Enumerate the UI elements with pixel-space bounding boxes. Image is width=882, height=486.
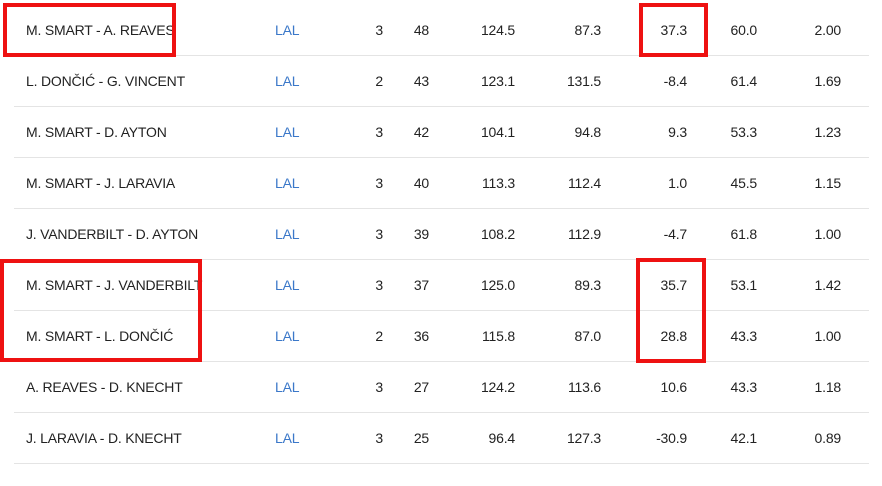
defensive-rating: 87.0: [574, 328, 602, 344]
pace: 53.3: [730, 124, 758, 140]
minutes: 27: [413, 379, 429, 395]
team-link[interactable]: LAL: [275, 124, 300, 140]
games-played: 3: [375, 277, 383, 293]
offensive-rating: 125.0: [480, 277, 515, 293]
games-played: 3: [375, 124, 383, 140]
offensive-rating: 104.1: [480, 124, 515, 140]
lineup-name: J. VANDERBILT - D. AYTON: [26, 226, 199, 242]
lineup-name: M. SMART - J. VANDERBILT: [26, 277, 203, 293]
games-played: 3: [375, 226, 383, 242]
net-rating: 1.0: [668, 175, 687, 191]
lineup-stats-table: M. SMART - A. REAVES LAL 3 48 124.5 87.3…: [14, 5, 869, 464]
ast-to-ratio: 1.15: [814, 175, 842, 191]
minutes: 42: [413, 124, 429, 140]
ast-to-ratio: 0.89: [814, 430, 842, 446]
defensive-rating: 94.8: [574, 124, 602, 140]
ast-to-ratio: 1.00: [814, 328, 842, 344]
team-link[interactable]: LAL: [275, 328, 300, 344]
minutes: 25: [413, 430, 429, 446]
offensive-rating: 123.1: [480, 73, 515, 89]
ast-to-ratio: 1.18: [814, 379, 842, 395]
defensive-rating: 131.5: [566, 73, 601, 89]
defensive-rating: 127.3: [566, 430, 601, 446]
table-row: M. SMART - L. DONČIĆ LAL 2 36 115.8 87.0…: [14, 311, 869, 362]
lineup-name: M. SMART - J. LARAVIA: [26, 175, 176, 191]
team-link[interactable]: LAL: [275, 73, 300, 89]
pace: 60.0: [730, 22, 758, 38]
lineup-name: L. DONČIĆ - G. VINCENT: [26, 73, 185, 89]
pace: 61.8: [730, 226, 758, 242]
pace: 42.1: [730, 430, 758, 446]
team-link[interactable]: LAL: [275, 277, 300, 293]
net-rating: 35.7: [660, 277, 688, 293]
games-played: 3: [375, 175, 383, 191]
minutes: 39: [413, 226, 429, 242]
table-row: L. DONČIĆ - G. VINCENT LAL 2 43 123.1 13…: [14, 56, 869, 107]
defensive-rating: 112.9: [568, 226, 601, 242]
ast-to-ratio: 1.69: [814, 73, 842, 89]
offensive-rating: 124.5: [480, 22, 515, 38]
ast-to-ratio: 2.00: [814, 22, 842, 38]
lineup-name: M. SMART - D. AYTON: [26, 124, 167, 140]
pace: 43.3: [730, 328, 758, 344]
games-played: 2: [375, 73, 383, 89]
games-played: 3: [375, 22, 383, 38]
table-row: J. LARAVIA - D. KNECHT LAL 3 25 96.4 127…: [14, 413, 869, 464]
ast-to-ratio: 1.23: [814, 124, 842, 140]
offensive-rating: 96.4: [488, 430, 516, 446]
lineup-name: A. REAVES - D. KNECHT: [26, 379, 183, 395]
ast-to-ratio: 1.00: [814, 226, 842, 242]
lineup-name: M. SMART - A. REAVES: [26, 22, 175, 38]
net-rating: -30.9: [656, 430, 687, 446]
table-row: M. SMART - A. REAVES LAL 3 48 124.5 87.3…: [14, 5, 869, 56]
pace: 45.5: [730, 175, 758, 191]
defensive-rating: 112.4: [568, 175, 601, 191]
table-row: M. SMART - J. LARAVIA LAL 3 40 113.3 112…: [14, 158, 869, 209]
net-rating: -8.4: [663, 73, 688, 89]
defensive-rating: 87.3: [574, 22, 602, 38]
table-row: J. VANDERBILT - D. AYTON LAL 3 39 108.2 …: [14, 209, 869, 260]
pace: 43.3: [730, 379, 758, 395]
defensive-rating: 113.6: [568, 379, 601, 395]
minutes: 48: [413, 22, 429, 38]
minutes: 37: [413, 277, 429, 293]
defensive-rating: 89.3: [574, 277, 602, 293]
table-row: M. SMART - J. VANDERBILT LAL 3 37 125.0 …: [14, 260, 869, 311]
net-rating: 37.3: [660, 22, 688, 38]
games-played: 3: [375, 379, 383, 395]
minutes: 36: [413, 328, 429, 344]
net-rating: 10.6: [660, 379, 688, 395]
offensive-rating: 124.2: [480, 379, 515, 395]
team-link[interactable]: LAL: [275, 379, 300, 395]
table-row: A. REAVES - D. KNECHT LAL 3 27 124.2 113…: [14, 362, 869, 413]
team-link[interactable]: LAL: [275, 226, 300, 242]
net-rating: 9.3: [668, 124, 687, 140]
games-played: 3: [375, 430, 383, 446]
lineup-name: J. LARAVIA - D. KNECHT: [26, 430, 182, 446]
minutes: 43: [413, 73, 429, 89]
offensive-rating: 115.8: [482, 328, 515, 344]
team-link[interactable]: LAL: [275, 430, 300, 446]
games-played: 2: [375, 328, 383, 344]
ast-to-ratio: 1.42: [814, 277, 842, 293]
net-rating: -4.7: [663, 226, 688, 242]
pace: 53.1: [730, 277, 758, 293]
table-row: M. SMART - D. AYTON LAL 3 42 104.1 94.8 …: [14, 107, 869, 158]
team-link[interactable]: LAL: [275, 22, 300, 38]
offensive-rating: 108.2: [480, 226, 515, 242]
offensive-rating: 113.3: [482, 175, 515, 191]
pace: 61.4: [730, 73, 758, 89]
lineup-name: M. SMART - L. DONČIĆ: [26, 328, 174, 344]
minutes: 40: [413, 175, 429, 191]
net-rating: 28.8: [660, 328, 688, 344]
team-link[interactable]: LAL: [275, 175, 300, 191]
